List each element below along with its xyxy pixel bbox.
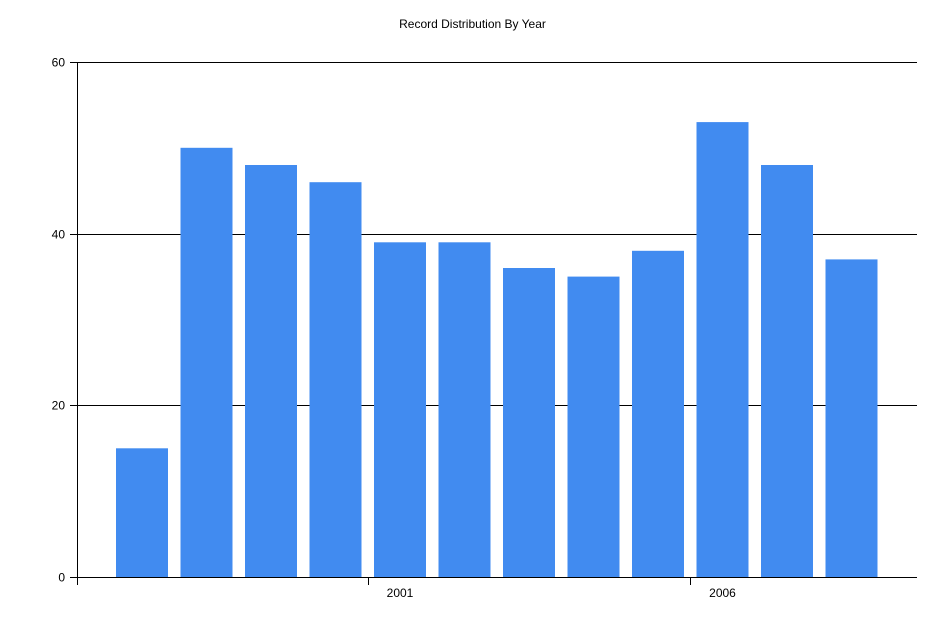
bar-2002 <box>438 242 491 578</box>
axes <box>70 62 917 585</box>
bar-2005 <box>632 250 684 578</box>
bar-1999 <box>245 165 297 577</box>
y-tick-label: 0 <box>58 571 65 585</box>
y-tick-label: 40 <box>52 228 66 242</box>
bar-2008 <box>825 259 878 577</box>
bar-2006 <box>696 122 749 577</box>
bar-1997 <box>116 448 168 578</box>
bar-2003 <box>503 268 555 577</box>
bar-2000 <box>309 182 362 577</box>
tick-labels: 0 20 40 60 2001 2006 <box>52 56 737 601</box>
bar-2004 <box>567 276 620 577</box>
bar-1998 <box>180 147 233 578</box>
bar-2001 <box>374 242 426 578</box>
x-tick-label: 2006 <box>709 586 736 600</box>
y-tick-label: 20 <box>52 399 66 413</box>
chart-title: Record Distribution By Year <box>399 17 546 31</box>
y-tick-label: 60 <box>52 56 66 70</box>
x-tick-label: 2001 <box>387 586 414 600</box>
bars <box>116 122 878 578</box>
bar-2007 <box>761 165 813 577</box>
